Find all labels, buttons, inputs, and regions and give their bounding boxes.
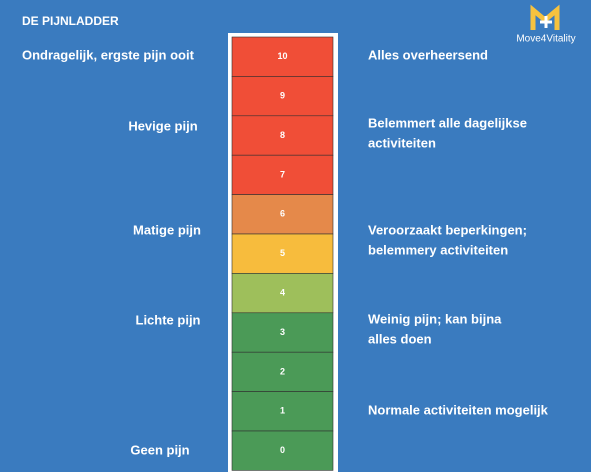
description: Veroorzaakt beperkingen; (368, 222, 527, 237)
description: Alles overheersend (368, 47, 488, 62)
description: Weinig pijn; kan bijna (368, 311, 502, 326)
logo-cross (540, 16, 552, 28)
level-number: 2 (280, 366, 285, 376)
description: Normale activiteiten mogelijk (368, 402, 549, 417)
ladder-cell (231, 194, 334, 235)
ladder-cell (231, 273, 334, 314)
level-number: 8 (280, 130, 285, 140)
description: activiteiten (368, 135, 436, 150)
ladder-cell (231, 351, 334, 392)
ladder-cell (231, 154, 334, 195)
ladder-cell (231, 430, 334, 471)
pain-label: Geen pijn (130, 442, 189, 457)
level-number: 1 (280, 406, 285, 416)
level-number: 5 (280, 248, 285, 258)
description: Belemmert alle dagelijkse (368, 115, 527, 130)
pain-label: Ondragelijk, ergste pijn ooit (22, 47, 195, 62)
description: alles doen (368, 331, 432, 346)
description: belemmery activiteiten (368, 242, 508, 257)
logo: Move4Vitality (516, 4, 576, 45)
level-number: 4 (280, 287, 285, 297)
logo-text: Move4Vitality (516, 34, 575, 45)
ladder-cell (231, 115, 334, 156)
level-number: 6 (280, 209, 285, 219)
level-number: 0 (280, 445, 285, 455)
pain-label: Lichte pijn (136, 312, 201, 327)
ladder-cell (231, 391, 334, 432)
pain-label: Hevige pijn (128, 118, 197, 133)
pain-label: Matige pijn (133, 222, 201, 237)
level-number: 9 (280, 90, 285, 100)
ladder-cell (231, 76, 334, 117)
level-number: 10 (277, 51, 287, 61)
level-number: 7 (280, 169, 285, 179)
ladder-cell (231, 312, 334, 353)
ladder-cell (231, 233, 334, 274)
title: DE PIJNLADDER (22, 14, 119, 28)
level-number: 3 (280, 327, 285, 337)
